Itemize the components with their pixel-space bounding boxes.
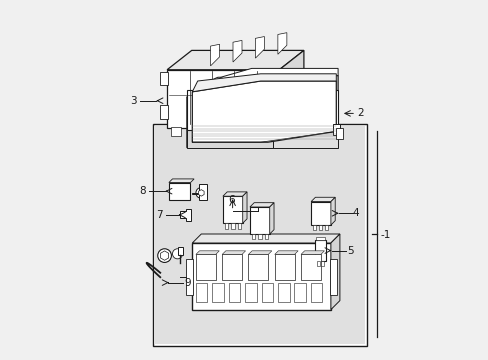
Polygon shape bbox=[192, 184, 206, 200]
Polygon shape bbox=[210, 44, 219, 66]
Bar bbox=[237, 223, 241, 229]
Polygon shape bbox=[255, 37, 264, 58]
Bar bbox=[301, 255, 320, 280]
Bar bbox=[152, 124, 366, 346]
Circle shape bbox=[158, 249, 171, 262]
Bar bbox=[278, 283, 289, 302]
Polygon shape bbox=[232, 40, 242, 62]
Polygon shape bbox=[186, 130, 273, 148]
Polygon shape bbox=[167, 70, 279, 128]
Bar bbox=[261, 283, 273, 302]
Polygon shape bbox=[279, 50, 303, 128]
Polygon shape bbox=[242, 192, 246, 223]
Polygon shape bbox=[192, 74, 336, 92]
Polygon shape bbox=[186, 68, 337, 97]
Bar bbox=[242, 127, 253, 136]
Polygon shape bbox=[277, 33, 286, 54]
Bar bbox=[248, 255, 268, 280]
Text: 3: 3 bbox=[130, 96, 137, 106]
Polygon shape bbox=[168, 179, 194, 183]
Polygon shape bbox=[336, 128, 343, 139]
Bar bbox=[170, 127, 181, 136]
Polygon shape bbox=[186, 90, 337, 130]
Circle shape bbox=[212, 77, 225, 90]
Bar bbox=[310, 202, 330, 225]
Bar bbox=[314, 240, 325, 261]
Text: 4: 4 bbox=[352, 208, 358, 218]
Bar bbox=[310, 283, 322, 302]
Polygon shape bbox=[192, 234, 339, 243]
Bar bbox=[231, 223, 234, 229]
Bar bbox=[251, 234, 255, 239]
Bar bbox=[196, 283, 207, 302]
Polygon shape bbox=[196, 251, 219, 255]
Bar bbox=[329, 259, 337, 295]
Text: 2: 2 bbox=[356, 108, 363, 118]
Bar bbox=[294, 283, 305, 302]
Bar bbox=[223, 196, 242, 223]
Bar bbox=[222, 255, 242, 280]
Bar bbox=[258, 234, 261, 239]
Bar bbox=[316, 261, 319, 266]
Bar bbox=[316, 237, 324, 240]
Polygon shape bbox=[249, 203, 273, 207]
Polygon shape bbox=[223, 192, 246, 196]
Bar bbox=[168, 183, 190, 200]
Bar bbox=[264, 234, 268, 239]
Text: 5: 5 bbox=[346, 246, 353, 256]
Polygon shape bbox=[192, 81, 336, 142]
Polygon shape bbox=[310, 197, 335, 202]
Polygon shape bbox=[274, 251, 298, 255]
Polygon shape bbox=[192, 243, 330, 310]
Text: -1: -1 bbox=[380, 230, 390, 240]
Polygon shape bbox=[167, 50, 303, 70]
Polygon shape bbox=[301, 251, 324, 255]
Text: 6: 6 bbox=[227, 195, 234, 205]
Circle shape bbox=[172, 249, 182, 259]
Bar bbox=[212, 283, 224, 302]
Bar bbox=[249, 207, 269, 234]
Bar bbox=[244, 283, 256, 302]
Polygon shape bbox=[330, 197, 335, 225]
Polygon shape bbox=[269, 203, 273, 234]
Bar bbox=[154, 126, 365, 344]
Polygon shape bbox=[222, 251, 245, 255]
Bar bbox=[160, 105, 167, 119]
Polygon shape bbox=[186, 76, 337, 148]
Polygon shape bbox=[273, 130, 337, 148]
Bar bbox=[185, 259, 193, 295]
Text: 7: 7 bbox=[156, 210, 162, 220]
Bar bbox=[312, 225, 315, 230]
Bar bbox=[321, 261, 324, 266]
Bar bbox=[224, 223, 228, 229]
Polygon shape bbox=[332, 124, 339, 135]
Bar bbox=[318, 225, 321, 230]
Circle shape bbox=[196, 188, 206, 198]
Bar bbox=[160, 72, 167, 85]
Polygon shape bbox=[180, 209, 191, 221]
Bar bbox=[178, 247, 182, 255]
Bar bbox=[196, 255, 215, 280]
Text: 9: 9 bbox=[184, 278, 191, 288]
Bar bbox=[324, 225, 327, 230]
Polygon shape bbox=[248, 251, 271, 255]
Polygon shape bbox=[330, 234, 339, 310]
Text: 8: 8 bbox=[139, 186, 145, 196]
Bar bbox=[274, 255, 294, 280]
Bar bbox=[228, 283, 240, 302]
